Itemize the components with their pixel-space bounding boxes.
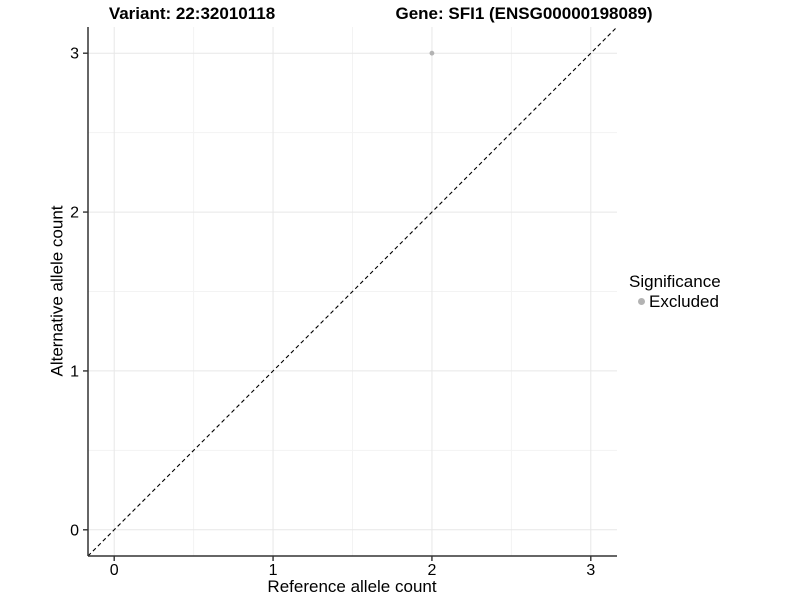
excluded-point-swatch: [638, 298, 645, 305]
y-tick-label: 2: [70, 205, 79, 222]
plot-title-gene: Gene: SFI1 (ENSG00000198089): [395, 4, 653, 23]
x-tick-label: 0: [110, 562, 119, 579]
legend-entry-label: Excluded: [649, 292, 719, 311]
x-tick-label: 3: [586, 562, 595, 579]
plot-title-variant: Variant: 22:32010118: [108, 4, 276, 23]
legend-title: Significance: [629, 272, 721, 291]
data-point: [429, 50, 435, 56]
y-tick-label: 1: [70, 363, 79, 380]
legend-entry-excluded: Excluded: [629, 292, 721, 311]
y-axis-title: Alternative allele count: [47, 205, 67, 377]
y-tick-label: 0: [70, 522, 79, 539]
identity-line: [87, 26, 618, 557]
x-tick-label: 1: [269, 562, 278, 579]
x-tick-label: 2: [427, 562, 436, 579]
x-axis-title: Reference allele count: [267, 577, 437, 596]
y-tick-label: 3: [70, 46, 79, 63]
legend: Significance Excluded: [629, 272, 721, 311]
